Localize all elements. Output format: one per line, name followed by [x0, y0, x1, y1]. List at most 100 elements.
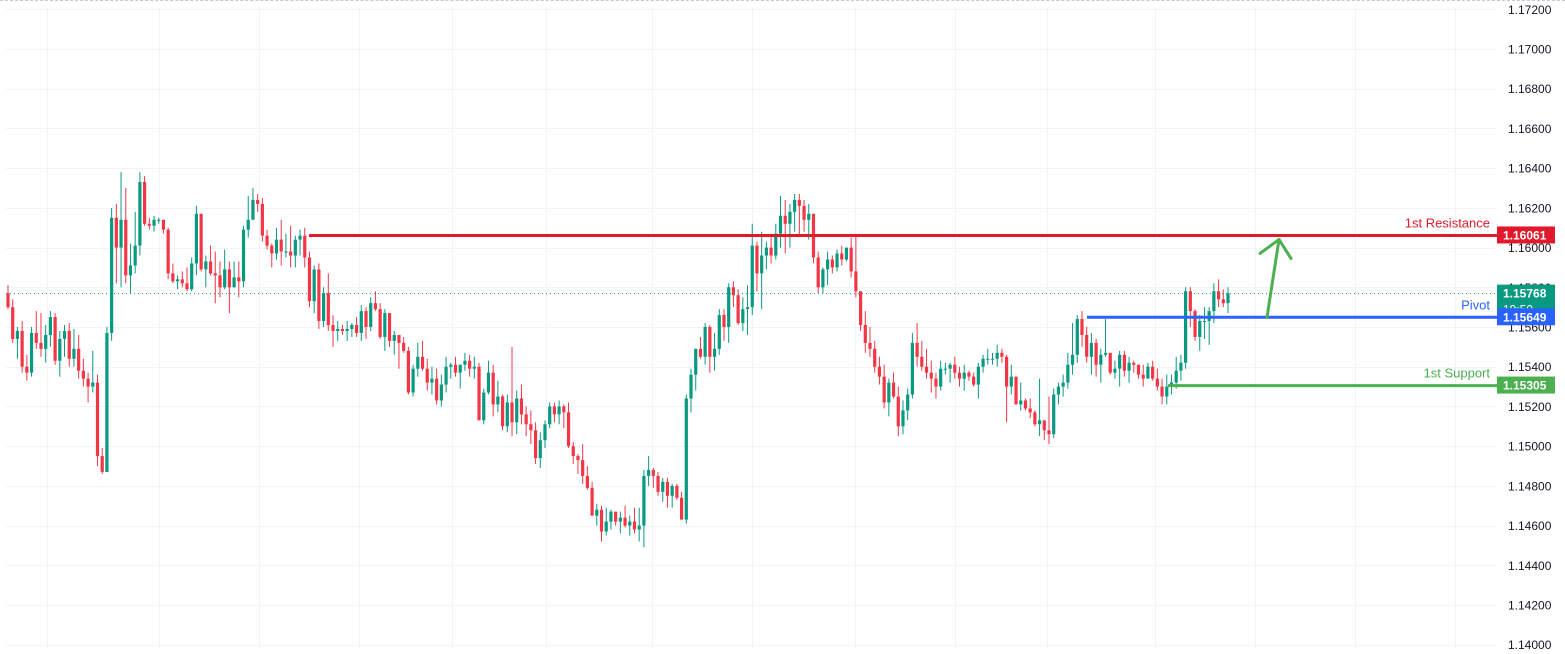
candle-up [194, 213, 199, 264]
candle-up [157, 219, 161, 221]
price-tick: 1.16000 [1508, 241, 1552, 255]
candle-up [642, 475, 646, 526]
candle-down [406, 350, 410, 393]
candle-down [453, 364, 458, 373]
candle-down [1151, 366, 1155, 379]
candle-up [1089, 342, 1093, 357]
candle-down [934, 378, 938, 387]
candle-up [1113, 368, 1117, 373]
candle-down [199, 213, 203, 270]
candle-down [863, 325, 867, 343]
candle-down [86, 378, 90, 387]
candle-up [778, 215, 783, 234]
candle-down [1047, 430, 1051, 435]
candle-down [665, 481, 670, 496]
candle-up [548, 406, 552, 425]
candle-down [679, 497, 684, 520]
price-tick: 1.15200 [1508, 400, 1552, 414]
candle-down [599, 509, 604, 532]
candle-up [274, 239, 279, 254]
candle-down [1136, 364, 1141, 375]
candle-down [1160, 386, 1164, 397]
price-badge [1497, 226, 1555, 244]
candle-down [585, 475, 589, 488]
candle-down [1132, 362, 1136, 365]
candle-up [138, 182, 142, 246]
candle-up [321, 293, 326, 322]
candle-up [981, 358, 985, 367]
candle-up [133, 245, 137, 266]
candle-up [745, 307, 750, 310]
candle-down [81, 370, 85, 379]
price-badge-text: 1.15768 [1503, 287, 1547, 301]
candle-down [491, 372, 495, 405]
candle-up [345, 328, 349, 331]
candle-up [204, 261, 208, 270]
candle-down [1122, 354, 1126, 371]
candle-down [364, 311, 368, 327]
candle-down [571, 446, 575, 457]
candle-up [788, 211, 792, 224]
candle-up [901, 410, 905, 427]
candle-up [939, 368, 943, 387]
candle-down [722, 315, 726, 327]
price-badge-text: 1.15649 [1503, 310, 1547, 324]
candle-up [416, 356, 420, 369]
candle-down [100, 456, 104, 472]
candle-down [708, 326, 712, 357]
candle-up [119, 219, 123, 248]
candle-down [213, 273, 217, 276]
level-label: 1st Support [1424, 366, 1491, 381]
candle-down [53, 317, 57, 361]
candle-up [411, 368, 415, 393]
candle-up [1099, 354, 1103, 365]
candle-down [95, 382, 100, 457]
candle-down [854, 271, 858, 292]
candle-down [590, 487, 594, 516]
candle-up [246, 219, 250, 230]
price-axis[interactable]: 1.17200 1.17000 1.16800 1.16600 1.16400 1.162… [1508, 3, 1552, 652]
level-label: 1st Resistance [1405, 215, 1490, 230]
candle-down [524, 414, 528, 425]
candle-down [317, 269, 321, 322]
candle-up [948, 364, 952, 369]
price-badge-text: 1.15305 [1503, 379, 1547, 393]
candle-down [858, 291, 863, 326]
candle-up [190, 263, 194, 290]
candle-down [218, 275, 222, 288]
candle-up [684, 398, 688, 520]
candle-down [576, 456, 580, 461]
candle-up [1066, 364, 1070, 383]
candle-down [953, 364, 957, 373]
candle-up [105, 332, 109, 472]
candle-up [1052, 394, 1056, 435]
candle-up [1009, 376, 1013, 387]
candle-down [20, 330, 24, 367]
candle-up [48, 317, 52, 335]
candle-up [284, 251, 288, 253]
candle-down [755, 245, 759, 274]
candle-up [430, 378, 434, 383]
candle-down [420, 356, 425, 369]
candle-down [425, 368, 429, 383]
candle-down [920, 356, 924, 367]
candle-down [39, 342, 43, 349]
price-tick: 1.16400 [1508, 162, 1552, 176]
candle-down [279, 239, 283, 252]
candle-down [519, 398, 524, 415]
candle-down [1188, 291, 1192, 312]
candle-up [336, 328, 340, 331]
candle-up [774, 233, 778, 256]
candle-down [1033, 412, 1037, 425]
candle-down [25, 366, 29, 373]
candle-down [171, 273, 175, 282]
candle-up [962, 372, 966, 379]
candle-down [614, 511, 618, 522]
candle-down [265, 235, 269, 246]
candle-up [727, 287, 731, 327]
candle-down [6, 293, 10, 308]
candle-up [359, 311, 363, 333]
